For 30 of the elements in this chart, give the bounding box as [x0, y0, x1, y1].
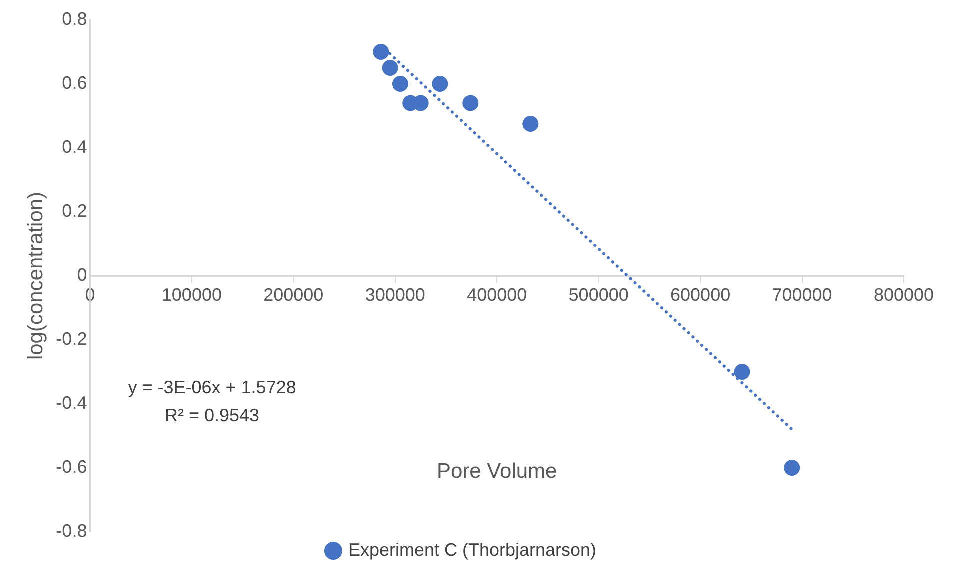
y-tick-label: -0.8: [56, 520, 88, 541]
point: [382, 60, 398, 76]
point: [392, 76, 408, 92]
y-tick-label: 0.4: [62, 136, 88, 157]
y-tick-label: 0.8: [62, 8, 88, 29]
x-tick-label: 800000: [874, 284, 934, 305]
x-tick-label: 100000: [162, 284, 222, 305]
x-tick-label: 600000: [670, 284, 731, 305]
point: [522, 116, 539, 132]
point: [734, 364, 750, 380]
annotation: R² = 0.9543: [165, 406, 260, 426]
x-tick-label: 400000: [467, 284, 528, 305]
y-tick-label: 0: [77, 264, 88, 285]
y-tick-label: -0.2: [56, 328, 88, 349]
y-axis-title: log(concentration): [24, 192, 48, 360]
legend-label: Experiment C (Thorbjarnarson): [348, 540, 597, 560]
x-tick-label: 500000: [568, 284, 629, 305]
point: [462, 95, 479, 112]
x-tick-label: 300000: [365, 284, 426, 305]
x-tick-label: 700000: [772, 284, 832, 305]
point: [373, 44, 390, 60]
y-tick-label: -0.4: [56, 392, 88, 413]
annotation: y = -3E-06x + 1.5728: [128, 378, 296, 398]
point: [432, 76, 448, 92]
point: [784, 460, 800, 476]
x-tick-label: 200000: [264, 284, 324, 305]
y-tick-label: 0.6: [62, 72, 88, 93]
y-tick-label: -0.6: [56, 456, 88, 477]
x-axis-title: Pore Volume: [436, 460, 558, 483]
y-tick-label: 0.2: [62, 200, 88, 221]
